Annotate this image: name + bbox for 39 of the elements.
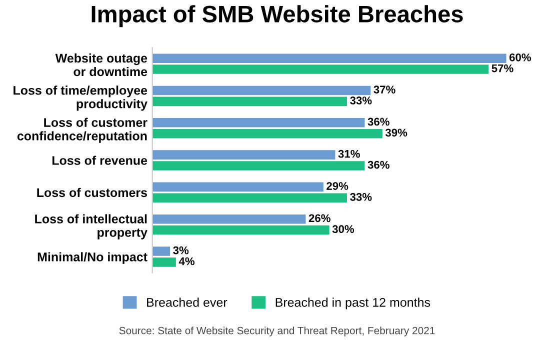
data-label: 29% (326, 182, 348, 190)
bar (152, 54, 506, 63)
data-label: 39% (385, 128, 408, 137)
legend-label: Breached ever (147, 298, 228, 307)
y-tick-label: Website outage or downtime (55, 53, 148, 76)
data-label: 60% (509, 53, 532, 62)
bar (152, 225, 330, 235)
bar (152, 128, 382, 138)
data-label: 33% (350, 96, 372, 104)
bar (152, 258, 176, 267)
bar (152, 214, 306, 224)
data-label: 3% (173, 246, 189, 254)
source-note: Source: State of Website Security and Threat Report, February 2021 (119, 326, 435, 336)
bar (152, 96, 348, 106)
bar (152, 193, 348, 203)
data-label: 30% (332, 225, 354, 234)
data-label: 37% (374, 86, 396, 94)
bar (152, 161, 365, 170)
data-label: 26% (308, 214, 330, 222)
bar (152, 150, 336, 160)
data-label: 33% (350, 193, 372, 201)
bar (152, 64, 489, 74)
bar (152, 118, 365, 128)
y-tick-label: Loss of customer confidence/reputation (17, 118, 148, 143)
data-label: 31% (338, 150, 360, 158)
bar (152, 182, 324, 192)
data-label: 36% (368, 118, 390, 126)
chart-title: Impact of SMB Website Breaches (92, 5, 463, 28)
bar (152, 246, 170, 256)
y-tick-label: Minimal/No impact (38, 252, 148, 264)
data-label: 4% (178, 257, 194, 266)
data-label: 57% (492, 64, 514, 72)
y-tick-label: Loss of revenue (52, 156, 148, 165)
y-tick-label: Loss of customers (37, 188, 147, 198)
bar (152, 86, 371, 96)
data-label: 36% (368, 160, 390, 169)
legend-label: Breached in past 12 months (276, 298, 430, 310)
y-tick-label: Loss of time/employee productivity (14, 86, 148, 111)
y-tick-label: Loss of intellectual property (35, 214, 148, 240)
